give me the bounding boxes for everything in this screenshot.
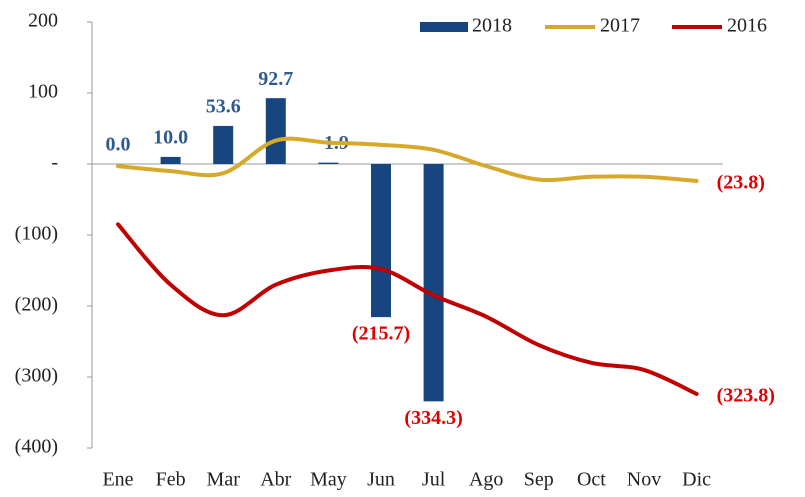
bar — [318, 162, 339, 164]
x-tick-label: Oct — [577, 469, 606, 491]
line — [116, 136, 699, 183]
y-tick-label: (100) — [15, 223, 58, 245]
bar-label: (334.3) — [404, 407, 462, 429]
line-label: (23.8) — [717, 171, 765, 193]
y-tick-label: 100 — [28, 81, 58, 103]
bar — [371, 164, 391, 318]
bar — [423, 164, 444, 402]
y-tick-label: 200 — [28, 10, 58, 32]
x-tick-label: Sep — [524, 469, 554, 491]
x-tick-label: May — [310, 469, 347, 491]
x-tick-label: Jun — [367, 469, 395, 491]
bar-label: (215.7) — [352, 323, 410, 345]
x-tick-label: Jul — [422, 469, 446, 491]
x-tick-label: Feb — [156, 469, 186, 491]
y-tick-label: - — [51, 152, 58, 174]
bar — [265, 98, 286, 164]
bar — [213, 125, 234, 164]
y-tick-label: (300) — [15, 365, 58, 387]
bar-label: 92.7 — [258, 68, 293, 90]
x-tick-label: Ago — [469, 469, 503, 491]
legend-label: 2016 — [727, 15, 767, 37]
bar-label: 53.6 — [206, 96, 241, 118]
bar — [160, 156, 181, 164]
x-tick-label: Ene — [102, 469, 133, 491]
y-tick-label: (400) — [15, 436, 58, 458]
x-tick-label: Nov — [627, 469, 661, 491]
line-label: (323.8) — [717, 384, 775, 406]
bar-label: 0.0 — [106, 134, 131, 156]
line — [116, 222, 699, 396]
x-tick-label: Abr — [260, 469, 291, 491]
legend-label: 2018 — [472, 15, 512, 37]
x-tick-label: Mar — [207, 469, 241, 491]
x-tick-label: Dic — [682, 469, 711, 491]
bar-label: 10.0 — [153, 126, 188, 148]
legend-label: 2017 — [600, 15, 640, 37]
legend-swatch — [420, 22, 468, 32]
y-tick-label: (200) — [15, 294, 58, 316]
